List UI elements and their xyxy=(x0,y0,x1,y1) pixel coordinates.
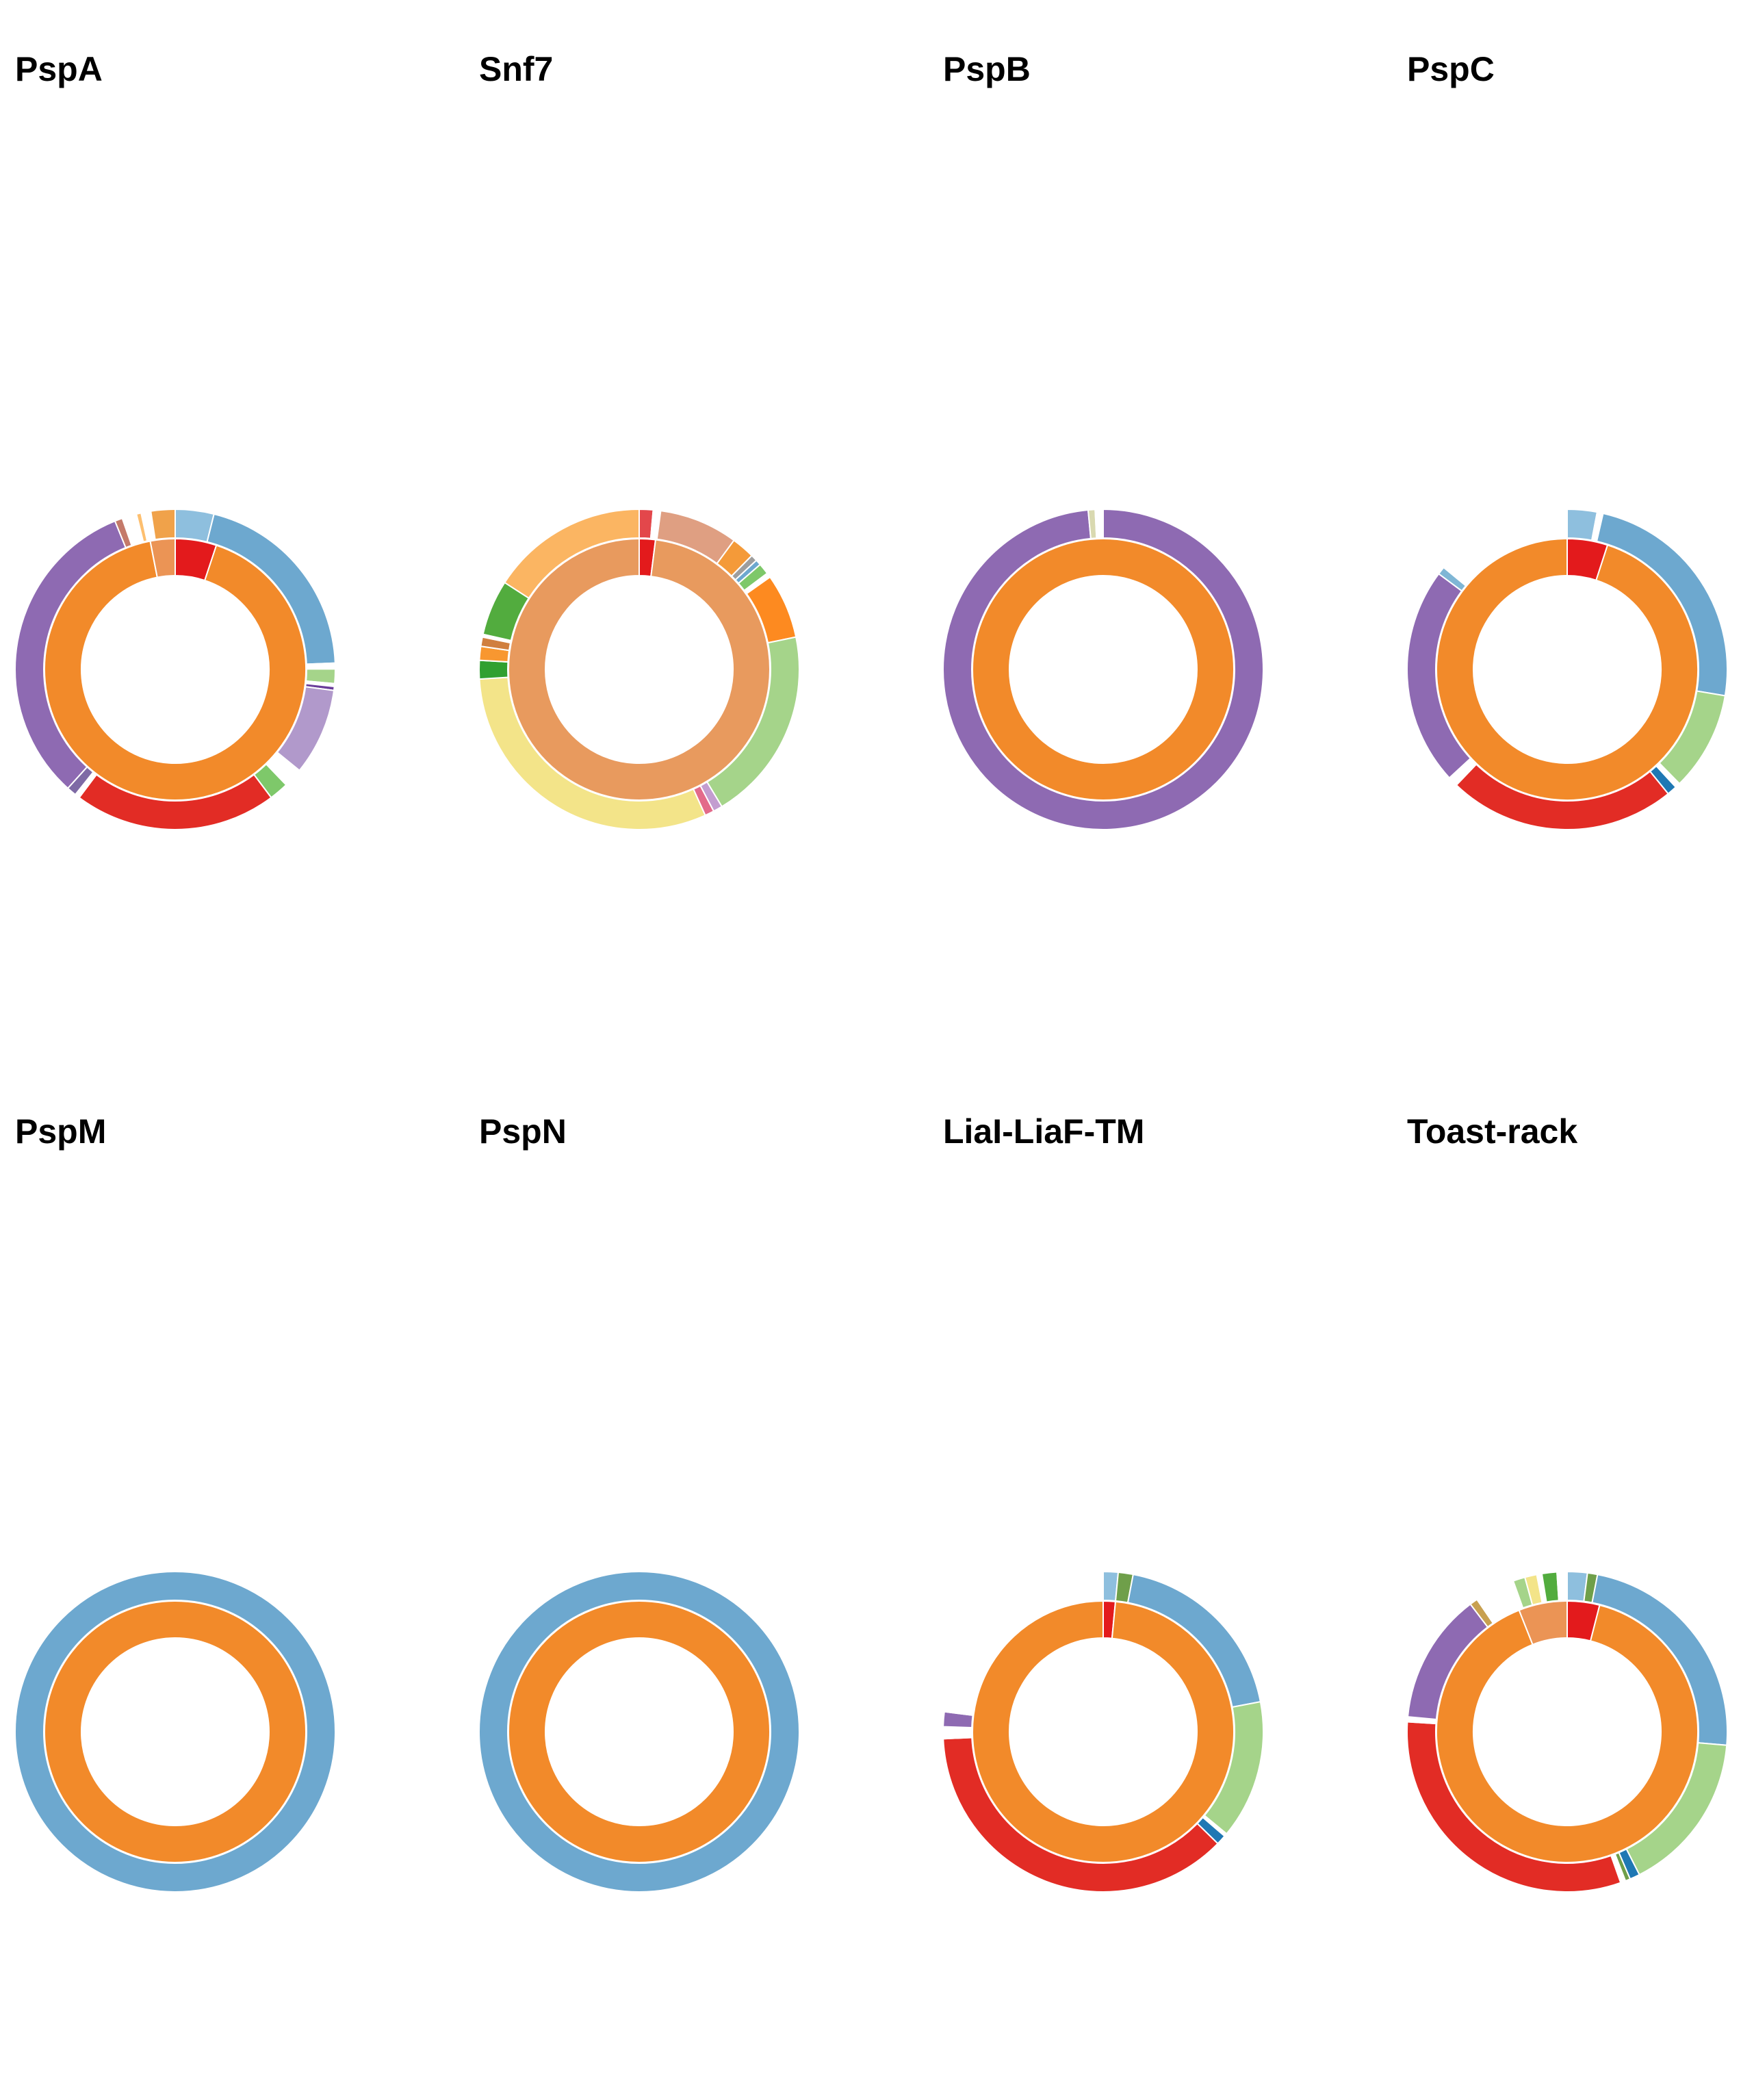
sunburst-chart xyxy=(14,1571,336,1893)
chart-panel-toast-rack: Toast-rack xyxy=(1392,1062,1741,2100)
inner-ring-segment xyxy=(1436,1604,1699,1863)
chart-panel-pspm: PspM xyxy=(0,1062,435,2100)
outer-ring-segment xyxy=(1556,1570,1568,1602)
inner-ring-segment xyxy=(1436,537,1699,801)
chart-title: PspM xyxy=(15,1112,107,1151)
inner-ring-segment xyxy=(971,538,1235,801)
outer-ring-segment xyxy=(150,508,176,541)
chart-title: PspN xyxy=(479,1112,567,1151)
chart-panel-pspc: PspC xyxy=(1392,0,1741,1038)
sunburst-chart xyxy=(1406,508,1728,830)
chart-panel-pspn: PspN xyxy=(464,1062,899,2100)
inner-ring-segment xyxy=(972,1600,1235,1863)
sunburst-chart xyxy=(14,508,337,831)
chart-title: Toast-rack xyxy=(1407,1112,1578,1151)
inner-ring-segment xyxy=(508,537,771,801)
inner-ring-segment xyxy=(1518,1600,1568,1646)
chart-title: PspC xyxy=(1407,50,1495,88)
sunburst-chart xyxy=(478,1571,800,1893)
inner-ring-segment xyxy=(43,1600,307,1863)
chart-panel-pspb: PspB xyxy=(928,0,1363,1038)
sunburst-chart xyxy=(1406,1570,1728,1893)
chart-title: PspB xyxy=(943,50,1031,88)
inner-ring-segment xyxy=(507,1600,771,1863)
sunburst-chart xyxy=(942,508,1265,830)
chart-panel-snf7: Snf7 xyxy=(464,0,899,1038)
chart-title: LiaI-LiaF-TM xyxy=(943,1112,1145,1151)
chart-title: Snf7 xyxy=(479,50,554,88)
inner-ring-segment xyxy=(44,540,307,801)
outer-ring-segment xyxy=(1094,508,1104,539)
chart-panel-liai-liaf-tm: LiaI-LiaF-TM xyxy=(928,1062,1363,2100)
chart-panel-pspa: PspA xyxy=(0,0,435,1038)
inner-ring-segment xyxy=(149,537,176,578)
outer-ring-segment xyxy=(942,1726,973,1740)
outer-ring-segment xyxy=(305,662,337,670)
sunburst-chart xyxy=(478,508,800,830)
chart-title: PspA xyxy=(15,50,103,88)
sunburst-chart xyxy=(942,1570,1264,1893)
outer-ring-segment xyxy=(478,659,509,680)
